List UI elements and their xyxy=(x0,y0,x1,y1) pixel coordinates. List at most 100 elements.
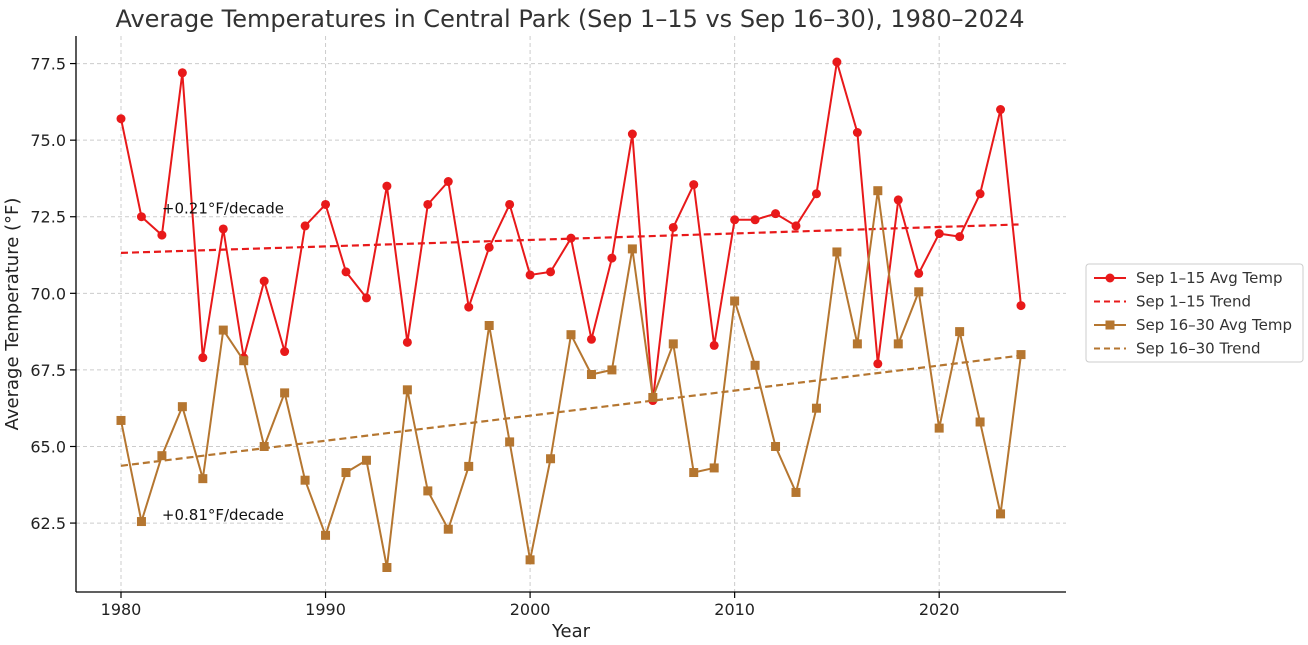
data-point xyxy=(382,181,392,191)
data-point xyxy=(1016,301,1026,311)
data-point xyxy=(525,270,535,280)
trend-line-2 xyxy=(120,354,1022,467)
data-point xyxy=(852,339,862,349)
data-point xyxy=(934,423,944,433)
data-point xyxy=(136,212,146,222)
x-tick-label: 2020 xyxy=(919,600,960,619)
series-lines xyxy=(116,57,1026,572)
data-point xyxy=(893,339,903,349)
data-point xyxy=(300,221,310,231)
y-tick-label: 62.5 xyxy=(30,514,66,533)
x-tick-label: 1980 xyxy=(101,600,142,619)
data-point xyxy=(791,221,801,231)
data-point xyxy=(239,356,249,366)
data-point xyxy=(341,267,351,277)
data-point xyxy=(259,276,269,286)
data-point xyxy=(361,293,371,303)
data-point xyxy=(157,451,167,461)
y-axis-label: Average Temperature (°F) xyxy=(2,198,23,431)
data-point xyxy=(730,215,740,225)
data-point xyxy=(750,360,760,370)
trend-annotation-1: +0.21°F/decade xyxy=(162,200,284,218)
data-point xyxy=(771,441,781,451)
data-point xyxy=(648,392,658,402)
x-tick-label: 1990 xyxy=(305,600,346,619)
data-point xyxy=(566,330,576,340)
y-tick-label: 65.0 xyxy=(30,437,66,456)
data-point xyxy=(505,437,515,447)
data-point xyxy=(157,230,167,240)
data-point xyxy=(566,233,576,243)
data-point xyxy=(198,474,208,484)
data-point xyxy=(730,296,740,306)
series-line-1 xyxy=(120,61,1022,402)
data-point xyxy=(443,524,453,534)
data-point xyxy=(914,268,924,278)
data-point xyxy=(689,468,699,478)
data-point xyxy=(689,180,699,190)
data-point xyxy=(586,334,596,344)
data-point xyxy=(484,242,494,252)
legend-label: Sep 16–30 Trend xyxy=(1136,340,1261,358)
y-tick-label: 67.5 xyxy=(30,361,66,380)
annotations: +0.21°F/decade +0.81°F/decade xyxy=(162,200,284,524)
data-point xyxy=(668,339,678,349)
data-point xyxy=(546,454,556,464)
data-point xyxy=(975,189,985,199)
data-point xyxy=(996,105,1006,115)
trend-line-1 xyxy=(120,223,1022,254)
data-point xyxy=(361,455,371,465)
data-point xyxy=(321,199,331,209)
data-point xyxy=(464,302,474,312)
y-tick-label: 72.5 xyxy=(30,208,66,227)
data-point xyxy=(934,229,944,239)
trend-lines xyxy=(120,223,1022,467)
data-point xyxy=(341,468,351,478)
data-point xyxy=(893,195,903,205)
data-point xyxy=(1016,350,1026,360)
trend-annotation-2: +0.81°F/decade xyxy=(162,506,284,524)
data-point xyxy=(382,562,392,572)
data-point xyxy=(955,232,965,242)
legend: Sep 1–15 Avg Temp Sep 1–15 Trend Sep 16–30… xyxy=(1085,263,1304,363)
data-point xyxy=(771,209,781,219)
data-point xyxy=(402,337,412,347)
legend-label: Sep 16–30 Avg Temp xyxy=(1136,316,1292,334)
legend-label: Sep 1–15 Trend xyxy=(1136,293,1251,311)
x-tick-label: 2010 xyxy=(714,600,755,619)
data-point xyxy=(300,475,310,485)
data-point xyxy=(709,463,719,473)
data-point xyxy=(177,402,187,412)
data-point xyxy=(668,222,678,232)
data-point xyxy=(198,353,208,363)
data-point xyxy=(136,517,146,527)
y-tick-label: 70.0 xyxy=(30,284,66,303)
data-point xyxy=(443,177,453,187)
y-tick-label: 77.5 xyxy=(30,55,66,74)
data-point xyxy=(627,129,637,139)
legend-marker xyxy=(1105,320,1115,330)
data-point xyxy=(423,486,433,496)
data-point xyxy=(218,224,228,234)
legend-marker xyxy=(1105,273,1115,283)
data-point xyxy=(709,340,719,350)
data-point xyxy=(116,415,126,425)
data-point xyxy=(280,347,290,357)
data-point xyxy=(873,359,883,369)
data-point xyxy=(280,388,290,398)
x-tick-label: 2000 xyxy=(510,600,551,619)
data-point xyxy=(811,403,821,413)
data-point xyxy=(996,509,1006,519)
legend-box xyxy=(1085,263,1304,363)
data-point xyxy=(484,320,494,330)
data-point xyxy=(791,487,801,497)
data-point xyxy=(975,417,985,427)
y-tick-label: 75.0 xyxy=(30,131,66,150)
data-point xyxy=(464,461,474,471)
data-point xyxy=(218,325,228,335)
data-point xyxy=(627,244,637,254)
data-point xyxy=(914,287,924,297)
legend-label: Sep 1–15 Avg Temp xyxy=(1136,269,1282,287)
